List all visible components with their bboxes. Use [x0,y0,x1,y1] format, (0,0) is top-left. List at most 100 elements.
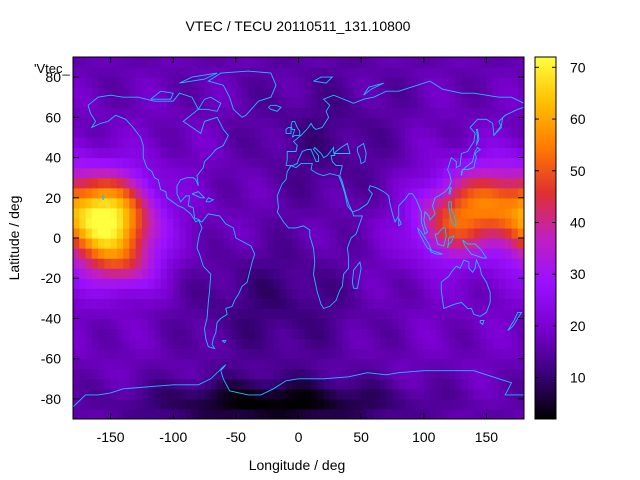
heatmap-cell [260,147,268,159]
heatmap-cell [473,408,481,419]
heatmap-cell [311,358,318,370]
heatmap-cell [398,358,406,370]
heatmap-cell [329,278,337,289]
heatmap-cell [336,97,343,108]
heatmap-cell [135,217,143,229]
heatmap-cell [242,248,249,259]
heatmap-cell [229,197,237,209]
heatmap-cell [336,408,343,419]
heatmap-cell [398,328,406,340]
heatmap-cell [154,127,162,139]
heatmap-cell [480,117,488,128]
heatmap-cell [411,408,419,419]
heatmap-cell [417,147,425,159]
heatmap-cell [298,197,306,209]
heatmap-cell [229,378,237,390]
heatmap-cell [273,187,281,199]
heatmap-cell [386,318,394,330]
heatmap-cell [110,368,118,380]
heatmap-cell [336,358,343,370]
heatmap-cell [204,308,212,320]
heatmap-cell [235,197,243,209]
heatmap-cell [166,217,174,229]
heatmap-cell [455,107,462,118]
heatmap-cell [229,308,237,320]
heatmap-cell [98,278,105,289]
heatmap-cell [336,127,343,139]
heatmap-cell [373,137,381,149]
heatmap-cell [173,338,181,350]
heatmap-cell [141,167,149,179]
heatmap-cell [323,408,331,419]
heatmap-cell [398,127,406,139]
heatmap-cell [129,288,137,299]
heatmap-cell [367,268,375,279]
heatmap-cell [129,238,137,249]
heatmap-cell [260,268,268,279]
heatmap-cell [430,217,437,229]
heatmap-cell [98,137,105,149]
heatmap-cell [85,177,93,189]
heatmap-cell [417,157,425,169]
heatmap-cell [367,288,375,299]
heatmap-cell [492,57,500,68]
heatmap-cell [185,157,193,169]
heatmap-cell [98,217,105,229]
heatmap-cell [311,157,318,169]
heatmap-cell [173,378,181,390]
heatmap-cell [235,268,243,279]
heatmap-cell [104,398,112,410]
heatmap-cell [492,107,500,118]
heatmap-cell [173,107,181,118]
heatmap-cell [285,187,293,199]
heatmap-cell [279,368,287,380]
heatmap-cell [116,408,124,419]
heatmap-cell [73,378,80,390]
heatmap-cell [204,278,212,289]
heatmap-cell [404,197,412,209]
heatmap-cell [486,187,494,199]
heatmap-cell [160,248,168,259]
heatmap-cell [154,227,162,239]
heatmap-cell [423,368,431,380]
heatmap-cell [116,258,124,269]
heatmap-cell [404,167,412,179]
heatmap-cell [304,137,312,149]
heatmap-cell [367,207,375,219]
heatmap-cell [260,97,268,108]
heatmap-cell [492,288,500,299]
heatmap-cell [85,358,93,370]
heatmap-cell [173,67,181,78]
heatmap-cell [279,197,287,209]
heatmap-cell [323,137,331,149]
heatmap-cell [141,358,149,370]
heatmap-cell [392,328,400,340]
heatmap-cell [480,167,488,179]
heatmap-cell [511,167,519,179]
heatmap-cell [154,197,162,209]
heatmap-cell [517,318,524,330]
heatmap-cell [480,318,488,330]
heatmap-cell [404,408,412,419]
heatmap-cell [498,368,506,380]
heatmap-cell [317,217,325,229]
heatmap-cell [123,378,130,390]
heatmap-cell [204,157,212,169]
heatmap-cell [404,398,412,410]
heatmap-cell [292,77,300,88]
heatmap-cell [85,87,93,98]
heatmap-cell [317,197,325,209]
heatmap-cell [198,87,206,98]
heatmap-cell [173,117,181,128]
heatmap-cell [386,87,394,98]
heatmap-cell [348,67,356,78]
heatmap-cell [430,227,437,239]
heatmap-cell [455,197,462,209]
heatmap-cell [404,258,412,269]
heatmap-cell [336,187,343,199]
heatmap-cell [260,127,268,139]
heatmap-cell [354,57,362,68]
heatmap-cell [110,197,118,209]
heatmap-cell [323,117,331,128]
heatmap-cell [492,328,500,340]
